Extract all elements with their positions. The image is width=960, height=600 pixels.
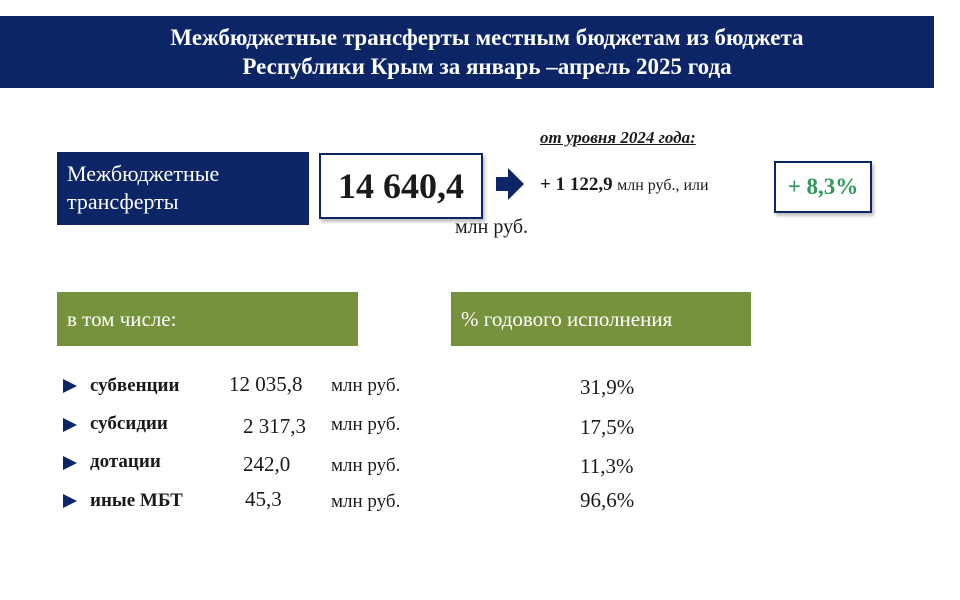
compare-caption: от уровня 2024 года: (540, 128, 696, 147)
bullet-icon (63, 456, 77, 470)
header-banner: Межбюджетные трансферты местным бюджетам… (0, 16, 934, 88)
row-name-subventions: субвенции (90, 375, 180, 396)
row-unit-other-transfers: млн руб. (331, 491, 401, 512)
row-unit-grants: млн руб. (331, 455, 401, 476)
row-name-subsidies: субсидии (90, 413, 168, 434)
row-percent-grants: 11,3% (580, 454, 634, 478)
title-line-1: Межбюджетные трансферты местным бюджетам… (170, 25, 804, 50)
including-header: в том числе: (57, 292, 358, 346)
total-unit: млн руб. (455, 216, 528, 238)
row-name-other-transfers: иные МБТ (90, 490, 183, 511)
row-percent-subventions: 31,9% (580, 375, 635, 399)
row-percent-other-transfers: 96,6% (580, 488, 635, 512)
bullet-icon (63, 418, 77, 432)
delta-value: + 1 122,9 (540, 174, 613, 195)
delta-unit: млн руб., или (617, 177, 709, 194)
delta-percent-box: + 8,3% (774, 161, 872, 213)
bullet-icon (63, 379, 77, 393)
title-line-2: Республики Крым за январь –апрель 2025 г… (242, 54, 732, 79)
row-value-subventions: 12 035,8 (229, 372, 303, 396)
row-value-grants: 242,0 (243, 452, 291, 476)
delta-text: + 1 122,9 млн руб., или (540, 174, 709, 196)
total-amount-box: 14 640,4 (319, 153, 483, 219)
transfers-label: Межбюджетные трансферты (57, 152, 309, 225)
row-value-subsidies: 2 317,3 (243, 414, 306, 438)
row-unit-subsidies: млн руб. (331, 414, 401, 435)
right-arrow-icon (496, 168, 524, 200)
bullet-icon (63, 494, 77, 508)
row-name-grants: дотации (90, 451, 161, 472)
row-percent-subsidies: 17,5% (580, 415, 635, 439)
row-unit-subventions: млн руб. (331, 375, 401, 396)
annual-execution-header: % годового исполнения (451, 292, 751, 346)
total-amount: 14 640,4 (338, 166, 464, 206)
delta-percent: + 8,3% (787, 174, 859, 199)
row-value-other-transfers: 45,3 (245, 487, 282, 511)
